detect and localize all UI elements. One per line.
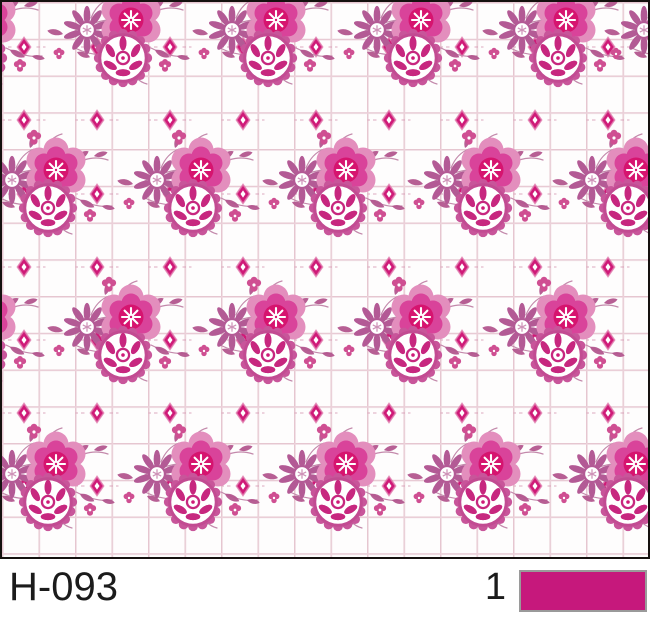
swatch-caption-row: H-093 1 [0,559,650,617]
pattern-artwork [2,2,648,557]
colorway-number-label: 1 [484,566,506,608]
colorway-color-chip[interactable] [519,570,647,612]
pattern-preview [0,0,650,559]
design-code-label: H-093 [9,565,118,609]
